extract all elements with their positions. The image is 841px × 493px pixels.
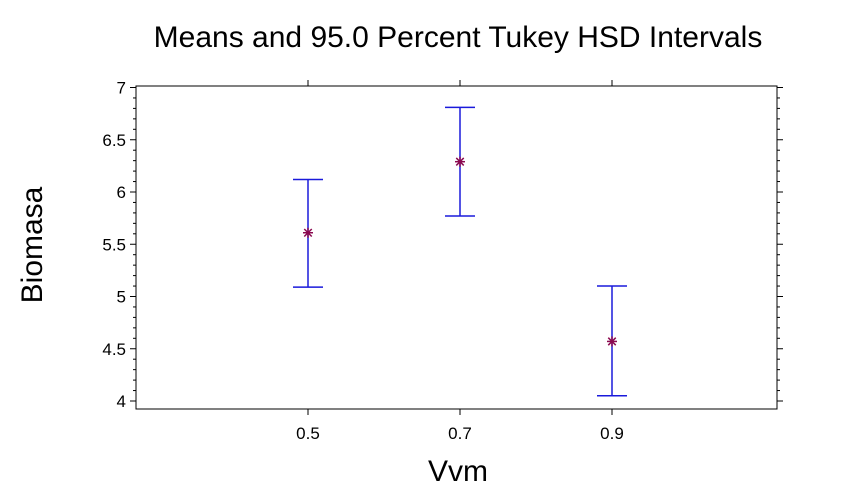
axis-ticks <box>130 80 783 415</box>
y-tick-label: 7 <box>117 79 126 98</box>
x-axis-label: Vvm <box>428 455 488 488</box>
intervals <box>293 106 627 397</box>
x-tick-label: 0.9 <box>600 424 624 443</box>
y-axis-label: Biomasa <box>16 186 49 303</box>
y-tick-label: 6.5 <box>102 131 126 150</box>
mean-marker <box>455 156 465 167</box>
interval-0.7 <box>445 106 475 217</box>
interval-0.9 <box>597 285 627 397</box>
y-tick-label: 5.5 <box>102 235 126 254</box>
chart-title: Means and 95.0 Percent Tukey HSD Interva… <box>154 21 763 54</box>
x-tick-label: 0.7 <box>448 424 472 443</box>
interval-0.5 <box>293 178 323 288</box>
mean-marker <box>607 336 617 347</box>
y-tick-label: 5 <box>117 288 126 307</box>
y-tick-labels: 4 4.5 5 5.5 6 6.5 7 <box>102 79 126 412</box>
plot-frame <box>135 85 778 410</box>
x-tick-label: 0.5 <box>296 424 320 443</box>
y-tick-label: 6 <box>117 183 126 202</box>
y-tick-label: 4 <box>117 392 126 411</box>
mean-marker <box>303 227 313 238</box>
y-tick-label: 4.5 <box>102 340 126 359</box>
x-tick-labels: 0.5 0.7 0.9 <box>296 424 624 443</box>
